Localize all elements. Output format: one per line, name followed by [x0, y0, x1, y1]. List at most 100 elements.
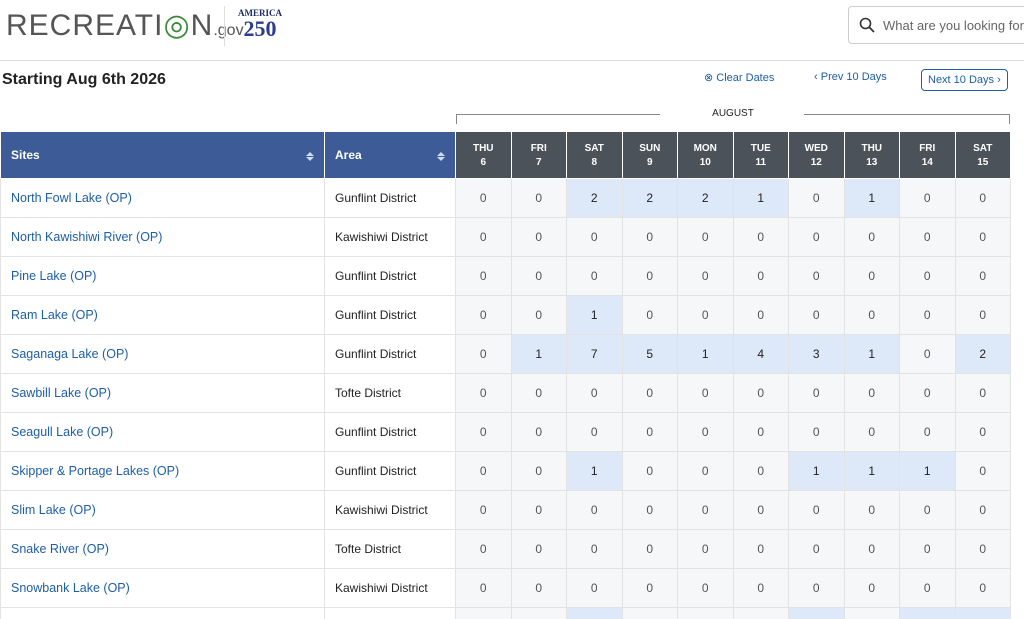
availability-cell: 0 — [510, 490, 567, 530]
site-cell[interactable]: Sawbill Lake (OP) — [0, 373, 325, 413]
site-cell[interactable]: Snowbank Lake (OP) — [0, 568, 325, 608]
day-of-week: THU — [472, 142, 494, 154]
availability-cell[interactable]: 1 — [677, 334, 734, 374]
availability-cell[interactable]: 1 — [566, 607, 623, 619]
availability-cell: 0 — [843, 217, 900, 257]
day-header: SAT 15 — [954, 131, 1011, 179]
site-name: Sawbill Lake (OP) — [11, 386, 112, 400]
availability-cell: 0 — [621, 451, 678, 491]
site-cell[interactable]: Seagull Lake (OP) — [0, 412, 325, 452]
area-cell: Gunflint District — [324, 412, 456, 452]
availability-cell: 0 — [566, 412, 623, 452]
logo-suffix: .gov — [213, 22, 244, 39]
availability-cell: 0 — [899, 490, 956, 530]
availability-cell[interactable]: 1 — [899, 607, 956, 619]
next-days[interactable]: Next 10 Days › — [921, 69, 1008, 91]
month-bracket: AUGUST — [456, 108, 1010, 124]
availability-cell: 0 — [732, 412, 789, 452]
availability-cell: 0 — [621, 373, 678, 413]
availability-cell: 0 — [899, 412, 956, 452]
logo[interactable]: RECREATI◎N.gov — [6, 8, 244, 43]
header-row: Sites Area THU 6 FRI 7 SAT 8 SUN 9 MON 10 TUE 11 WED… — [0, 131, 1011, 179]
site-cell[interactable]: Snake River (OP) — [0, 529, 325, 569]
site-name: Saganaga Lake (OP) — [11, 347, 129, 361]
next-label: Next 10 Days — [928, 74, 995, 86]
area-cell: Gunflint District — [324, 178, 456, 218]
site-name: North Kawishiwi River (OP) — [11, 230, 163, 244]
availability-cell: 0 — [677, 373, 734, 413]
availability-cell: 0 — [899, 217, 956, 257]
availability-cell: 0 — [510, 451, 567, 491]
prev-label: Prev 10 Days — [820, 71, 887, 83]
site-cell[interactable]: North Kawishiwi River (OP) — [0, 217, 325, 257]
availability-cell[interactable]: 4 — [732, 334, 789, 374]
site-cell[interactable]: Skipper & Portage Lakes (OP) — [0, 451, 325, 491]
prev-days[interactable]: ‹ Prev 10 Days — [814, 71, 887, 83]
availability-table: Sites Area THU 6 FRI 7 SAT 8 SUN 9 MON 10 TUE 11 WED… — [0, 131, 1011, 619]
availability-cell[interactable]: 2 — [677, 178, 734, 218]
clear-dates[interactable]: ⊗ Clear Dates — [704, 72, 775, 84]
availability-cell: 0 — [510, 295, 567, 335]
site-cell[interactable]: Snowbank Lake Restricted (OP) — [0, 607, 325, 619]
site-name: Pine Lake (OP) — [11, 269, 97, 283]
site-cell[interactable]: Pine Lake (OP) — [0, 256, 325, 296]
area-header[interactable]: Area — [324, 131, 456, 179]
availability-cell: 0 — [455, 373, 512, 413]
availability-cell[interactable]: 2 — [954, 334, 1011, 374]
day-date: 7 — [535, 156, 542, 168]
site-cell[interactable]: Slim Lake (OP) — [0, 490, 325, 530]
availability-cell[interactable]: 1 — [732, 178, 789, 218]
availability-cell: 0 — [621, 568, 678, 608]
site-name: Slim Lake (OP) — [11, 503, 96, 517]
availability-cell: 0 — [732, 217, 789, 257]
availability-cell: 0 — [455, 256, 512, 296]
search-box[interactable]: What are you looking for? — [848, 6, 1024, 44]
availability-cell: 0 — [510, 568, 567, 608]
availability-cell: 0 — [788, 490, 845, 530]
availability-cell: 0 — [843, 373, 900, 413]
availability-cell[interactable]: 1 — [899, 451, 956, 491]
availability-cell[interactable]: 2 — [566, 178, 623, 218]
availability-cell[interactable]: 1 — [510, 334, 567, 374]
availability-cell[interactable]: 1 — [788, 607, 845, 619]
day-header: WED 12 — [788, 131, 845, 179]
availability-cell[interactable]: 3 — [788, 334, 845, 374]
day-header: SUN 9 — [621, 131, 678, 179]
day-of-week: WED — [804, 142, 828, 154]
site-row: Skipper & Portage Lakes (OP) Gunflint Dis… — [0, 451, 1011, 491]
availability-cell: 0 — [677, 568, 734, 608]
availability-cell[interactable]: 1 — [788, 451, 845, 491]
month-label: AUGUST — [712, 108, 754, 119]
availability-cell: 0 — [954, 490, 1011, 530]
sites-header[interactable]: Sites — [0, 131, 325, 179]
availability-cell[interactable]: 1 — [843, 334, 900, 374]
site-cell[interactable]: Ram Lake (OP) — [0, 295, 325, 335]
availability-cell: 0 — [455, 568, 512, 608]
availability-cell: 0 — [455, 217, 512, 257]
availability-cell: 0 — [732, 607, 789, 619]
site-cell[interactable]: North Fowl Lake (OP) — [0, 178, 325, 218]
site-row: Ram Lake (OP) Gunflint District 0 0 1 0 0 0 0 0 0 0 — [0, 295, 1011, 335]
site-name: Seagull Lake (OP) — [11, 425, 114, 439]
availability-cell[interactable]: 1 — [566, 451, 623, 491]
availability-cell: 0 — [899, 256, 956, 296]
search-placeholder: What are you looking for? — [883, 18, 1024, 33]
availability-cell: 0 — [899, 373, 956, 413]
availability-cell: 0 — [677, 295, 734, 335]
availability-cell: 0 — [510, 607, 567, 619]
bracket-line — [456, 114, 660, 115]
day-date: 9 — [646, 156, 653, 168]
site-cell[interactable]: Saganaga Lake (OP) — [0, 334, 325, 374]
availability-cell[interactable]: 1 — [843, 451, 900, 491]
availability-cell[interactable]: 1 — [843, 178, 900, 218]
badge-number: 250 — [243, 16, 277, 41]
day-header: MON 10 — [677, 131, 734, 179]
availability-cell[interactable]: 7 — [566, 334, 623, 374]
availability-cell[interactable]: 1 — [954, 607, 1011, 619]
area-cell: Gunflint District — [324, 451, 456, 491]
availability-cell: 0 — [566, 490, 623, 530]
availability-cell: 0 — [621, 217, 678, 257]
availability-cell[interactable]: 1 — [566, 295, 623, 335]
availability-cell[interactable]: 5 — [621, 334, 678, 374]
availability-cell[interactable]: 2 — [621, 178, 678, 218]
